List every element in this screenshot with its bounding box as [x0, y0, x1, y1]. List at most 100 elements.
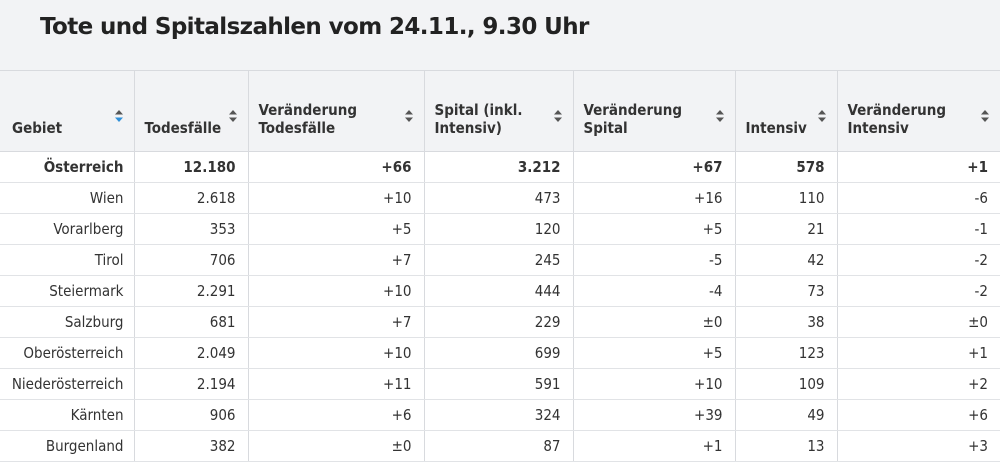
- cell-gebiet: Vorarlberg: [0, 213, 134, 245]
- header-label: Veränderung: [847, 101, 947, 119]
- table-row: Steiermark 2.291 +10 444 -4 73 -2: [0, 275, 1000, 307]
- cell-gebiet: Kärnten: [0, 399, 134, 431]
- sort-icon[interactable]: [228, 109, 238, 123]
- sort-active-icon[interactable]: [114, 109, 124, 123]
- table-row: Vorarlberg 353 +5 120 +5 21 -1: [0, 213, 1000, 245]
- cell-spital: 87: [423, 430, 573, 462]
- cell-intensiv: 123: [734, 337, 837, 369]
- cell-intensiv: 21: [734, 213, 837, 245]
- column-header-intensiv[interactable]: Intensiv: [734, 70, 837, 152]
- cell-spital: 473: [423, 182, 573, 214]
- cell-veraenderung-spital: +39: [572, 399, 735, 431]
- cell-spital: 120: [423, 213, 573, 245]
- cell-todesfaelle: 2.194: [133, 368, 248, 400]
- table-row: Kärnten 906 +6 324 +39 49 +6: [0, 399, 1000, 431]
- cell-veraenderung-todesfaelle: +7: [247, 306, 424, 338]
- data-table: Gebiet Todesfälle: [0, 70, 1000, 462]
- cell-veraenderung-spital: +16: [572, 182, 735, 214]
- header-label-line2: Spital: [583, 119, 628, 137]
- cell-veraenderung-intensiv: +1: [836, 151, 1000, 183]
- cell-veraenderung-intensiv: -1: [836, 213, 1000, 245]
- cell-veraenderung-todesfaelle: +10: [247, 337, 424, 369]
- cell-gebiet: Niederösterreich: [0, 368, 134, 400]
- cell-veraenderung-intensiv: -2: [836, 244, 1000, 276]
- cell-spital: 444: [423, 275, 573, 307]
- cell-veraenderung-intensiv: -6: [836, 182, 1000, 214]
- cell-todesfaelle: 12.180: [133, 151, 248, 183]
- cell-gebiet: Tirol: [0, 244, 134, 276]
- header-label: Veränderung: [258, 101, 358, 119]
- sort-icon[interactable]: [980, 109, 990, 123]
- cell-veraenderung-todesfaelle: +10: [247, 182, 424, 214]
- cell-todesfaelle: 353: [133, 213, 248, 245]
- cell-veraenderung-intensiv: +1: [836, 337, 1000, 369]
- column-header-veraenderung-intensiv[interactable]: Veränderung Intensiv: [836, 70, 1000, 152]
- sort-icon[interactable]: [553, 109, 563, 123]
- cell-spital: 591: [423, 368, 573, 400]
- column-header-todesfaelle[interactable]: Todesfälle: [133, 70, 248, 152]
- cell-gebiet: Salzburg: [0, 306, 134, 338]
- cell-veraenderung-todesfaelle: ±0: [247, 430, 424, 462]
- cell-veraenderung-todesfaelle: +6: [247, 399, 424, 431]
- cell-intensiv: 110: [734, 182, 837, 214]
- cell-spital: 3.212: [423, 151, 573, 183]
- cell-spital: 229: [423, 306, 573, 338]
- header-label-line2: Todesfälle: [258, 119, 336, 137]
- cell-intensiv: 42: [734, 244, 837, 276]
- cell-veraenderung-spital: ±0: [572, 306, 735, 338]
- header-label: Todesfälle: [144, 119, 222, 137]
- cell-veraenderung-intensiv: +6: [836, 399, 1000, 431]
- table-body: Österreich 12.180 +66 3.212 +67 578 +1 Wien 2.61…: [0, 151, 1000, 462]
- table-row: Salzburg 681 +7 229 ±0 38 ±0: [0, 306, 1000, 338]
- cell-todesfaelle: 382: [133, 430, 248, 462]
- cell-intensiv: 49: [734, 399, 837, 431]
- table-row: Niederösterreich 2.194 +11 591 +10 109 +2: [0, 368, 1000, 400]
- cell-gebiet: Wien: [0, 182, 134, 214]
- cell-intensiv: 73: [734, 275, 837, 307]
- cell-veraenderung-spital: -4: [572, 275, 735, 307]
- column-header-spital[interactable]: Spital (inkl. Intensiv): [423, 70, 573, 152]
- header-label: Intensiv: [745, 119, 807, 137]
- cell-spital: 245: [423, 244, 573, 276]
- table-row: Wien 2.618 +10 473 +16 110 -6: [0, 182, 1000, 214]
- cell-veraenderung-intensiv: -2: [836, 275, 1000, 307]
- cell-todesfaelle: 2.049: [133, 337, 248, 369]
- column-header-veraenderung-spital[interactable]: Veränderung Spital: [572, 70, 735, 152]
- header-label: Spital (inkl.: [434, 101, 523, 119]
- table-row: Burgenland 382 ±0 87 +1 13 +3: [0, 430, 1000, 462]
- cell-todesfaelle: 2.618: [133, 182, 248, 214]
- cell-veraenderung-spital: +67: [572, 151, 735, 183]
- cell-veraenderung-intensiv: ±0: [836, 306, 1000, 338]
- sort-icon[interactable]: [715, 109, 725, 123]
- cell-veraenderung-intensiv: +2: [836, 368, 1000, 400]
- table-row: Oberösterreich 2.049 +10 699 +5 123 +1: [0, 337, 1000, 369]
- cell-todesfaelle: 2.291: [133, 275, 248, 307]
- header-label: Gebiet: [12, 119, 63, 137]
- cell-intensiv: 578: [734, 151, 837, 183]
- cell-todesfaelle: 681: [133, 306, 248, 338]
- header-label: Veränderung: [583, 101, 683, 119]
- cell-veraenderung-intensiv: +3: [836, 430, 1000, 462]
- column-header-veraenderung-todesfaelle[interactable]: Veränderung Todesfälle: [247, 70, 424, 152]
- cell-todesfaelle: 706: [133, 244, 248, 276]
- sort-icon[interactable]: [817, 109, 827, 123]
- cell-intensiv: 13: [734, 430, 837, 462]
- cell-veraenderung-todesfaelle: +11: [247, 368, 424, 400]
- table-row: Tirol 706 +7 245 -5 42 -2: [0, 244, 1000, 276]
- cell-veraenderung-todesfaelle: +5: [247, 213, 424, 245]
- column-header-gebiet[interactable]: Gebiet: [0, 70, 134, 152]
- table-header-row: Gebiet Todesfälle: [0, 70, 1000, 152]
- cell-gebiet: Österreich: [0, 151, 134, 183]
- sort-icon[interactable]: [404, 109, 414, 123]
- cell-intensiv: 109: [734, 368, 837, 400]
- cell-intensiv: 38: [734, 306, 837, 338]
- cell-spital: 324: [423, 399, 573, 431]
- cell-veraenderung-spital: +5: [572, 213, 735, 245]
- header-label-line2: Intensiv: [847, 119, 909, 137]
- cell-todesfaelle: 906: [133, 399, 248, 431]
- cell-veraenderung-spital: +10: [572, 368, 735, 400]
- header-label-line2: Intensiv): [434, 119, 502, 137]
- cell-veraenderung-spital: -5: [572, 244, 735, 276]
- cell-veraenderung-todesfaelle: +7: [247, 244, 424, 276]
- cell-gebiet: Burgenland: [0, 430, 134, 462]
